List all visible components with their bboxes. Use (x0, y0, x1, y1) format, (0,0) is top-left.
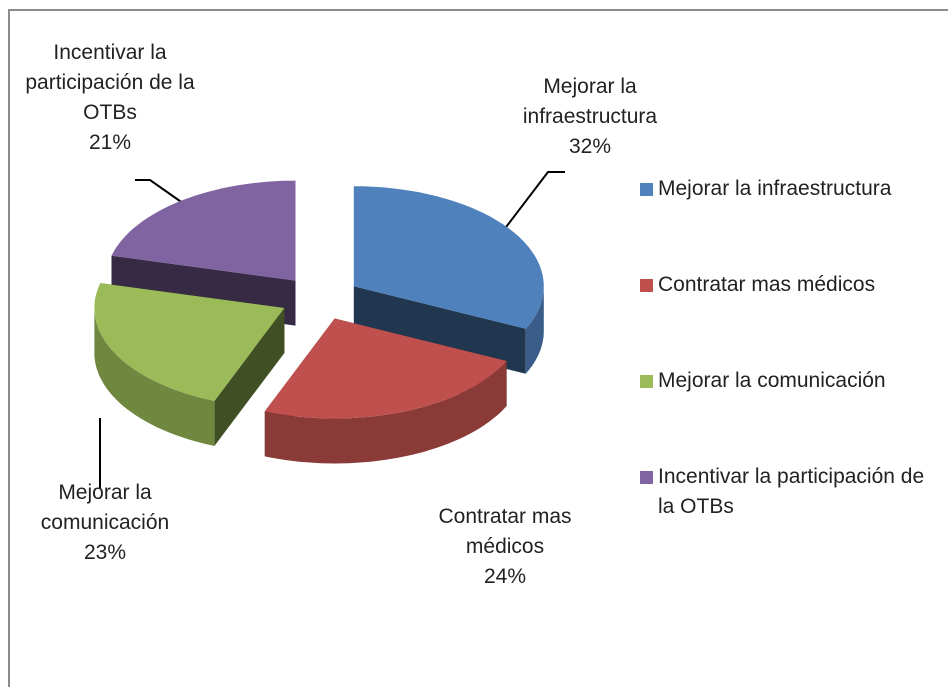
leader-line (135, 179, 188, 207)
pie-slice (264, 318, 507, 419)
data-label-category: Incentivar la participación de la OTBs (25, 41, 195, 124)
data-label-value: 24% (483, 565, 527, 588)
pie-slice (94, 283, 285, 401)
data-label: Mejorar la infraestructura 32% (515, 72, 665, 162)
data-label: Mejorar la comunicación 23% (15, 478, 195, 568)
slice-side (264, 361, 507, 464)
legend-swatch (640, 279, 653, 292)
slice-side (94, 308, 215, 446)
data-label-value: 32% (568, 135, 612, 158)
frame (8, 9, 948, 687)
data-label: Incentivar la participación de la OTBs 21… (20, 38, 200, 158)
legend-label: Mejorar la comunicación (658, 369, 886, 392)
data-label-category: Mejorar la comunicación (40, 481, 170, 534)
data-label-value: 21% (88, 131, 132, 154)
legend-swatch (640, 183, 653, 196)
slice-wall (353, 286, 526, 374)
data-label-category: Contratar mas médicos (438, 505, 572, 558)
data-label-value: 23% (83, 541, 127, 564)
legend-label: Mejorar la infraestructura (658, 177, 892, 200)
slice-side (525, 286, 544, 374)
leader-line (499, 171, 565, 236)
pie-slice (353, 186, 544, 329)
data-label-category: Mejorar la infraestructura (522, 75, 658, 128)
legend-label: Incentivar la participación de la OTBs (658, 465, 925, 518)
legend-label: Contratar mas médicos (658, 273, 876, 296)
data-label: Contratar mas médicos 24% (415, 502, 595, 592)
legend-swatch (640, 471, 653, 484)
legend-swatch (640, 375, 653, 388)
pie-slice (111, 180, 296, 281)
